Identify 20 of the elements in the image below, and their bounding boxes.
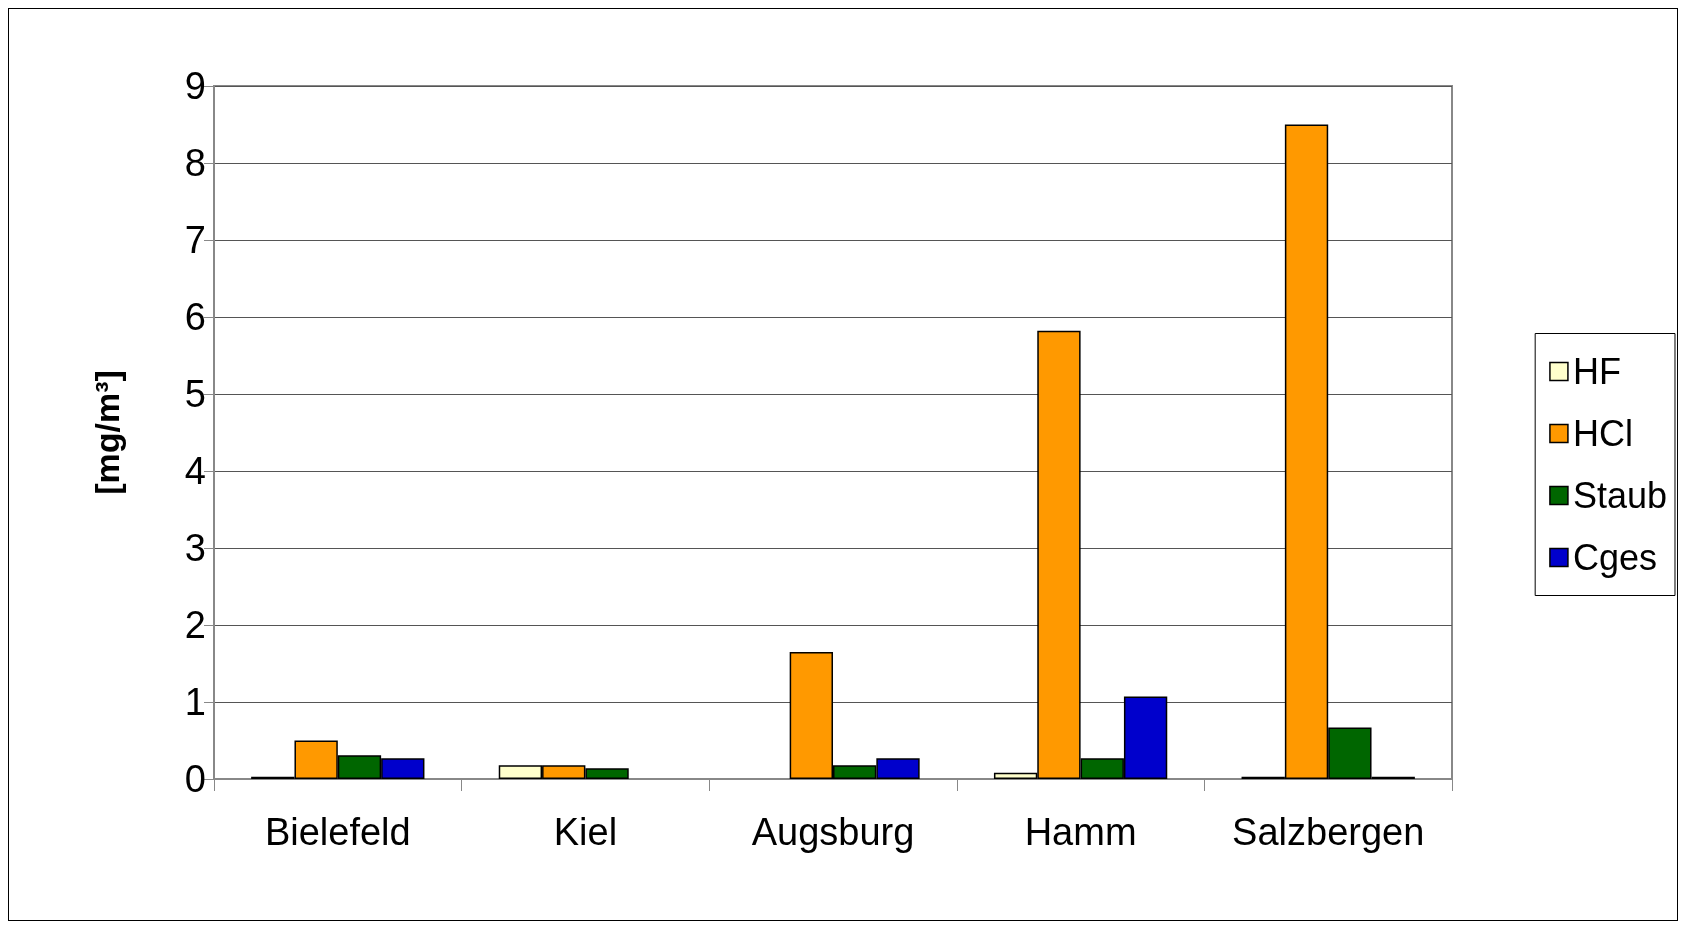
- y-axis-title: [mg/m³]: [88, 370, 126, 495]
- legend-label: HF: [1572, 351, 1621, 392]
- y-tick-label: 3: [184, 527, 206, 569]
- legend-label: Cges: [1572, 537, 1657, 578]
- y-tick-label: 7: [184, 219, 206, 261]
- x-tick-label: Salzbergen: [1232, 811, 1425, 853]
- y-tick-label: 9: [184, 65, 206, 107]
- y-tick-label: 8: [184, 142, 206, 184]
- legend-label: HCl: [1572, 413, 1633, 454]
- y-tick-label: 2: [184, 604, 206, 646]
- x-tick-label: Kiel: [553, 811, 618, 853]
- legend-label: Staub: [1572, 475, 1667, 516]
- y-tick-label: 4: [184, 450, 206, 492]
- x-tick-label: Bielefeld: [264, 811, 411, 853]
- y-tick-label: 0: [184, 758, 206, 800]
- y-tick-label: 6: [184, 296, 206, 338]
- y-tick-label: 5: [184, 373, 206, 415]
- x-tick-label: Hamm: [1024, 811, 1137, 853]
- y-tick-label: 1: [184, 681, 206, 723]
- x-tick-label: Augsburg: [751, 811, 915, 853]
